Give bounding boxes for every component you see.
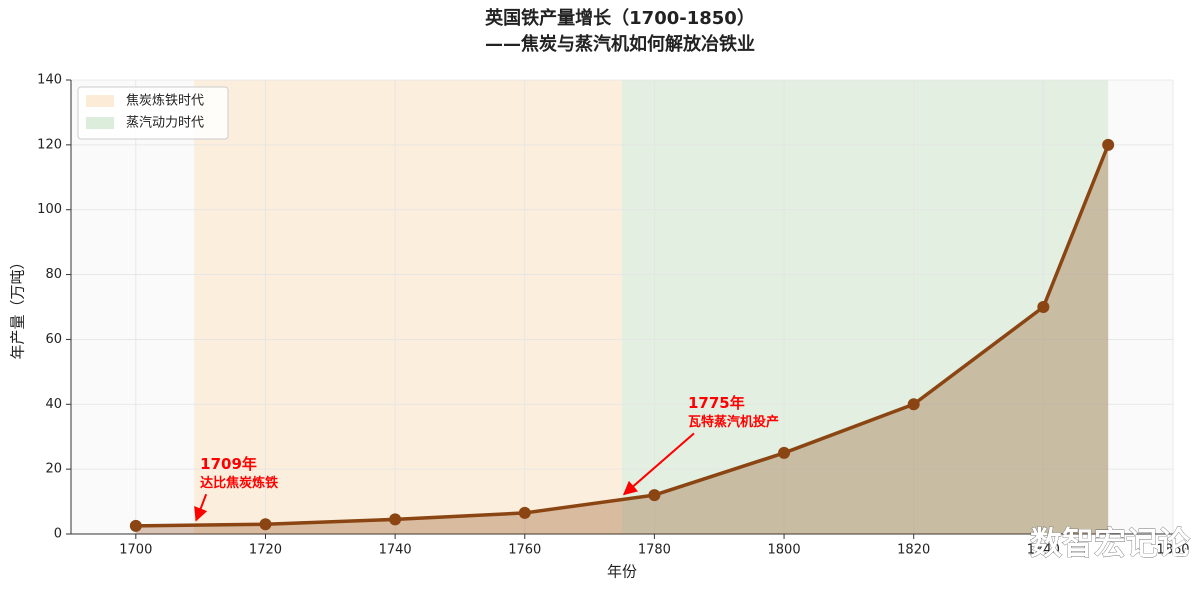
annotation-arrow — [194, 493, 208, 522]
area-fill — [135, 144, 1109, 534]
era-span — [194, 80, 622, 534]
y-tick-label: 0 — [54, 527, 62, 542]
data-point — [1037, 301, 1050, 313]
data-point — [129, 519, 142, 532]
legend-label: 焦炭炼铁时代 — [126, 94, 204, 109]
y-tick-label: 80 — [45, 267, 62, 282]
data-point — [1102, 138, 1115, 151]
data-point — [259, 518, 272, 531]
chart-subtitle: ——焦炭与蒸汽机如何解放冶铁业 — [485, 33, 755, 55]
legend-swatch — [86, 117, 114, 129]
y-axis-label: 年产量（万吨） — [9, 254, 27, 359]
annotation-text: 1775年 — [688, 394, 745, 412]
era-span — [622, 80, 1109, 534]
y-tick-label: 40 — [45, 397, 62, 412]
x-tick-label: 1820 — [897, 543, 930, 558]
x-tick-label: 1840 — [1027, 543, 1060, 558]
chart-title: 英国铁产量增长（1700-1850） — [484, 7, 755, 29]
data-point — [648, 489, 661, 502]
x-axis-label: 年份 — [607, 563, 637, 581]
annotation-arrow — [622, 432, 695, 496]
data-point — [778, 446, 791, 459]
legend-frame — [77, 86, 229, 140]
x-tick-label: 1860 — [1156, 543, 1189, 558]
y-tick-label: 120 — [37, 137, 62, 152]
legend-swatch — [86, 95, 114, 107]
y-tick-label: 60 — [45, 332, 62, 347]
data-point — [907, 398, 920, 411]
x-tick-label: 1800 — [768, 543, 801, 558]
x-tick-label: 1780 — [638, 543, 671, 558]
annotation-text: 瓦特蒸汽机投产 — [688, 414, 779, 430]
x-tick-label: 1740 — [379, 543, 412, 558]
watermark: 数智宏记论 — [1030, 524, 1191, 562]
y-tick-label: 140 — [37, 73, 62, 88]
y-tick-label: 100 — [37, 202, 62, 217]
data-point — [389, 513, 402, 526]
y-tick-label: 20 — [45, 462, 62, 477]
x-tick-label: 1760 — [508, 543, 541, 558]
annotation-text: 1709年 — [200, 455, 257, 473]
x-tick-label: 1700 — [119, 543, 152, 558]
legend-label: 蒸汽动力时代 — [126, 116, 204, 131]
annotation-text: 达比焦炭炼铁 — [200, 475, 278, 491]
x-tick-label: 1720 — [249, 543, 282, 558]
data-point — [518, 506, 531, 519]
